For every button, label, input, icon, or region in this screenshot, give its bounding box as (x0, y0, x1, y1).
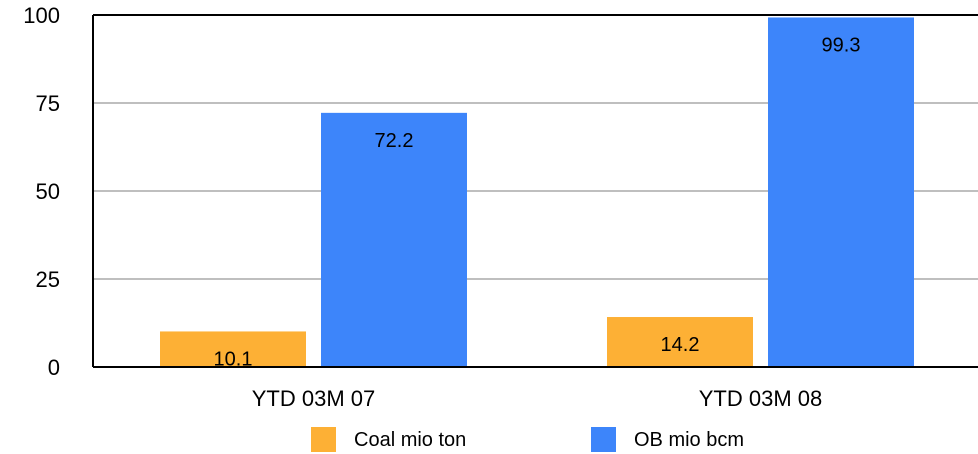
x-category-label: YTD 03M 07 (252, 386, 376, 411)
y-tick-label: 0 (48, 355, 60, 380)
legend-label: OB mio bcm (634, 429, 744, 451)
legend: Coal mio ton OB mio bcm (311, 427, 744, 452)
x-category-label: YTD 03M 08 (699, 386, 823, 411)
bar-coal-mio-ton (160, 331, 306, 367)
bar-ob-mio-bcm (768, 17, 914, 368)
axes (92, 14, 978, 368)
bar-coal-mio-ton (607, 317, 753, 367)
bars (160, 17, 914, 368)
data-label: 72.2 (375, 130, 414, 152)
y-tick-labels: 0 25 50 75 100 (23, 3, 60, 380)
x-category-labels: YTD 03M 07 YTD 03M 08 (252, 386, 823, 411)
legend-label: Coal mio ton (354, 429, 466, 451)
legend-swatch (591, 427, 616, 452)
data-labels: 10.1 72.2 14.2 99.3 (214, 34, 861, 370)
y-tick-label: 75 (36, 91, 60, 116)
data-label: 14.2 (661, 334, 700, 356)
data-label: 99.3 (822, 34, 861, 56)
y-tick-label: 25 (36, 267, 60, 292)
legend-swatch (311, 427, 336, 452)
data-label: 10.1 (214, 348, 253, 370)
y-tick-label: 100 (23, 3, 60, 28)
y-tick-label: 50 (36, 179, 60, 204)
bar-ob-mio-bcm (321, 112, 467, 367)
